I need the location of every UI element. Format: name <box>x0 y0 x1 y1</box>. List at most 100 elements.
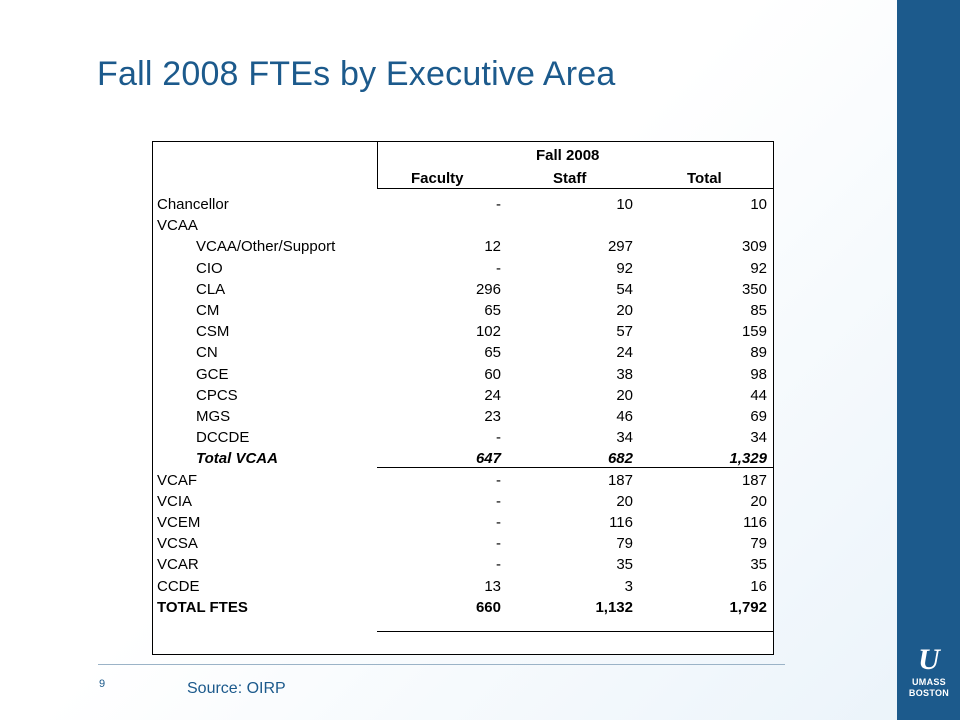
cell-total: 116 <box>743 514 767 531</box>
row-label: VCAA <box>157 217 198 235</box>
subtotal-rule <box>377 467 773 468</box>
cell-total: 44 <box>750 386 767 404</box>
cell-total: 20 <box>750 492 767 510</box>
cell-staff: 35 <box>616 556 633 574</box>
cell-staff: 57 <box>616 323 633 341</box>
table-row: VCAA <box>153 215 773 236</box>
logo-mark-icon: U <box>918 643 940 676</box>
cell-total: 85 <box>750 302 767 319</box>
row-label: VCAR <box>157 556 199 574</box>
row-label: VCIA <box>157 492 193 510</box>
cell-staff: 682 <box>607 450 633 468</box>
table-row: CCDE 13 3 16 <box>153 576 773 597</box>
cell-total: 1,329 <box>729 450 767 468</box>
table-row: DCCDE - 34 34 <box>153 427 773 448</box>
cell-faculty: - <box>496 514 501 531</box>
cell-staff: 1,132 <box>595 598 633 616</box>
cell-total: 79 <box>750 535 767 553</box>
table-row: VCAA/Other/Support 12 297 309 <box>153 236 773 257</box>
cell-total: 187 <box>741 471 767 489</box>
table-row: VCAR - 35 35 <box>153 554 773 575</box>
cell-faculty: 102 <box>475 323 501 341</box>
cell-faculty: 65 <box>484 302 501 319</box>
cell-faculty: 647 <box>475 450 501 468</box>
cell-total: 1,792 <box>729 598 767 616</box>
table-row: CSM 102 57 159 <box>153 321 773 342</box>
cell-staff: 20 <box>616 386 633 404</box>
cell-staff: 38 <box>616 365 633 383</box>
cell-faculty: - <box>496 196 501 213</box>
group-header: Fall 2008 <box>536 147 600 164</box>
cell-faculty: 60 <box>484 365 501 383</box>
cell-staff: 187 <box>607 471 633 489</box>
table-row: VCEM - 116 116 <box>153 512 773 533</box>
row-label: VCAF <box>157 471 198 489</box>
cell-staff: 10 <box>616 196 633 213</box>
cell-faculty: 24 <box>484 386 501 404</box>
source-note: Source: OIRP <box>187 680 286 697</box>
column-header-staff: Staff <box>553 170 587 187</box>
cell-faculty: - <box>496 471 501 489</box>
table-row: TOTAL FTES 660 1,132 1,792 <box>153 597 773 618</box>
header-underline <box>377 188 773 189</box>
cell-staff: 297 <box>607 238 633 256</box>
cell-faculty: - <box>496 535 501 553</box>
column-header-faculty: Faculty <box>411 170 464 187</box>
row-label: CPCS <box>196 386 238 404</box>
cell-faculty: 13 <box>484 577 501 595</box>
table-row: MGS 23 46 69 <box>153 406 773 427</box>
table-row: GCE 60 38 98 <box>153 364 773 385</box>
cell-total: 350 <box>741 280 767 298</box>
cell-staff: 3 <box>624 577 633 595</box>
row-label: CSM <box>196 323 230 341</box>
cell-total: 16 <box>750 577 767 595</box>
table-row: CLA 296 54 350 <box>153 279 773 300</box>
cell-total: 35 <box>750 556 767 574</box>
total-rule <box>377 631 773 632</box>
cell-faculty: 660 <box>475 598 501 616</box>
cell-total: 69 <box>750 408 767 425</box>
table-row: CN 65 24 89 <box>153 342 773 363</box>
table-row: VCIA - 20 20 <box>153 491 773 512</box>
cell-total: 159 <box>741 323 767 341</box>
row-label: MGS <box>196 408 231 425</box>
logo-text-line2: BOSTON <box>908 688 950 698</box>
table-row: VCAF - 187 187 <box>153 470 773 491</box>
cell-total: 98 <box>750 365 767 383</box>
row-label: VCSA <box>157 535 198 553</box>
side-bar <box>897 0 960 720</box>
cell-total: 89 <box>750 344 767 362</box>
table-row: Total VCAA 647 682 1,329 <box>153 448 773 469</box>
row-label: CLA <box>196 280 226 298</box>
logo-text-line1: UMASS <box>911 677 946 687</box>
row-label: TOTAL FTES <box>157 598 248 616</box>
cell-total: 92 <box>750 259 767 277</box>
row-label: CN <box>196 344 218 362</box>
cell-staff: 92 <box>616 259 633 277</box>
row-label: CM <box>196 302 220 319</box>
row-label: VCEM <box>157 514 201 531</box>
fte-table: Fall 2008 Faculty Staff Total Chancellor… <box>152 141 774 655</box>
row-label: Total VCAA <box>196 450 278 468</box>
cell-staff: 20 <box>616 492 633 510</box>
row-label: CCDE <box>157 577 200 595</box>
table-row: CIO - 92 92 <box>153 258 773 279</box>
cell-faculty: - <box>496 259 501 277</box>
cell-faculty: 296 <box>475 280 501 298</box>
cell-faculty: 23 <box>484 408 501 425</box>
row-label: DCCDE <box>196 429 250 447</box>
footer-rule <box>98 664 785 665</box>
header-divider <box>377 142 378 188</box>
cell-staff: 116 <box>609 514 633 531</box>
cell-faculty: 65 <box>484 344 501 362</box>
cell-staff: 34 <box>616 429 633 447</box>
cell-faculty: - <box>496 556 501 574</box>
table-row: Chancellor - 10 10 <box>153 194 773 215</box>
table-row: CPCS 24 20 44 <box>153 385 773 406</box>
umass-boston-logo: U UMASS BOSTON <box>905 643 953 705</box>
cell-staff: 24 <box>616 344 633 362</box>
column-header-total: Total <box>687 170 722 187</box>
table-row: VCSA - 79 79 <box>153 533 773 554</box>
cell-total: 10 <box>750 196 767 213</box>
cell-staff: 46 <box>616 408 633 425</box>
